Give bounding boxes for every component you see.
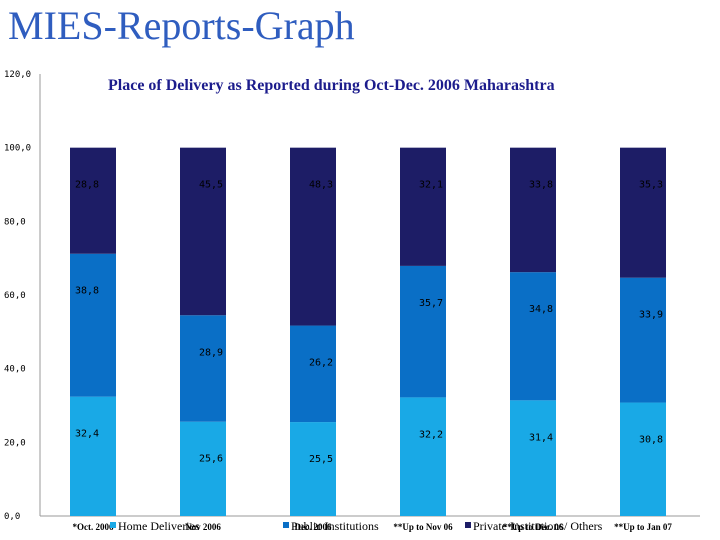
data-label: 28,8: [75, 180, 99, 191]
y-tick-label: 80,0: [4, 217, 26, 227]
x-tick-label: **Up to Jan 07: [614, 522, 672, 532]
bar-segment: [510, 400, 556, 516]
bar-segment: [180, 147, 226, 316]
bar-segment: [620, 147, 666, 278]
y-tick-label: 0,0: [4, 512, 20, 522]
bar-segment: [400, 147, 446, 266]
data-label: 33,9: [639, 310, 663, 321]
data-label: 31,4: [529, 432, 553, 443]
data-label: 38,8: [75, 286, 99, 297]
bar-segment: [290, 325, 336, 423]
bar-segment: [400, 397, 446, 516]
data-label: 25,5: [309, 454, 333, 465]
x-tick-label: **Up to Nov 06: [393, 522, 453, 532]
y-tick-label: 60,0: [4, 291, 26, 301]
bar-segment: [620, 402, 666, 516]
legend-swatch: [283, 522, 289, 528]
x-axis-labels: *Oct. 2006 Nov 2006 Dec. 2006 **Up to Nov 0…: [73, 522, 673, 532]
data-label: 32,2: [419, 429, 443, 440]
data-labels-group: 32,4 38,8 28,8 25,6 28,9 45,5 25,5 26,2 48,3 32,2…: [75, 180, 663, 465]
data-label: 35,3: [639, 180, 663, 191]
bar-segment: [70, 253, 116, 397]
data-label: 32,1: [419, 180, 443, 191]
x-tick-label: **Up to Dec. 06: [503, 522, 564, 532]
legend-label: Public Institutions: [291, 519, 379, 533]
bar-segment: [510, 272, 556, 401]
legend: Home Deliveries Public Institutions Privat…: [110, 519, 603, 533]
bars-group: [70, 147, 666, 516]
data-label: 35,7: [419, 298, 443, 309]
y-axis-ticks: 0,0 20,0 40,0 60,0 80,0 100,0 120,0: [4, 70, 31, 522]
data-label: 33,8: [529, 180, 553, 191]
data-label: 32,4: [75, 429, 99, 440]
data-label: 28,9: [199, 347, 223, 358]
y-tick-label: 120,0: [4, 70, 31, 80]
x-tick-label: Nov 2006: [185, 522, 221, 532]
bar-segment: [290, 147, 336, 326]
y-tick-label: 40,0: [4, 365, 26, 375]
legend-swatch: [465, 522, 471, 528]
bar-segment: [510, 147, 556, 273]
bar-segment: [70, 396, 116, 516]
data-label: 30,8: [639, 435, 663, 446]
legend-label: Home Deliveries: [118, 519, 200, 533]
x-tick-label: *Oct. 2006: [73, 522, 114, 532]
legend-swatch: [110, 522, 116, 528]
data-label: 45,5: [199, 180, 223, 191]
chart-title: Place of Delivery as Reported during Oct…: [108, 77, 555, 94]
data-label: 26,2: [309, 358, 333, 369]
data-label: 25,6: [199, 454, 223, 465]
data-label: 48,3: [309, 180, 333, 191]
bar-segment: [180, 421, 226, 516]
bar-segment: [620, 277, 666, 403]
legend-label: Private Institutions/ Others: [473, 519, 603, 533]
bar-segment: [70, 147, 116, 254]
data-label: 34,8: [529, 304, 553, 315]
bar-segment: [400, 265, 446, 398]
bar-segment: [180, 315, 226, 422]
y-tick-label: 20,0: [4, 438, 26, 448]
y-tick-label: 100,0: [4, 144, 31, 154]
slide-title: MIES-Reports-Graph: [8, 3, 355, 48]
x-tick-label: Dec. 2006: [295, 522, 332, 532]
bar-segment: [290, 422, 336, 516]
